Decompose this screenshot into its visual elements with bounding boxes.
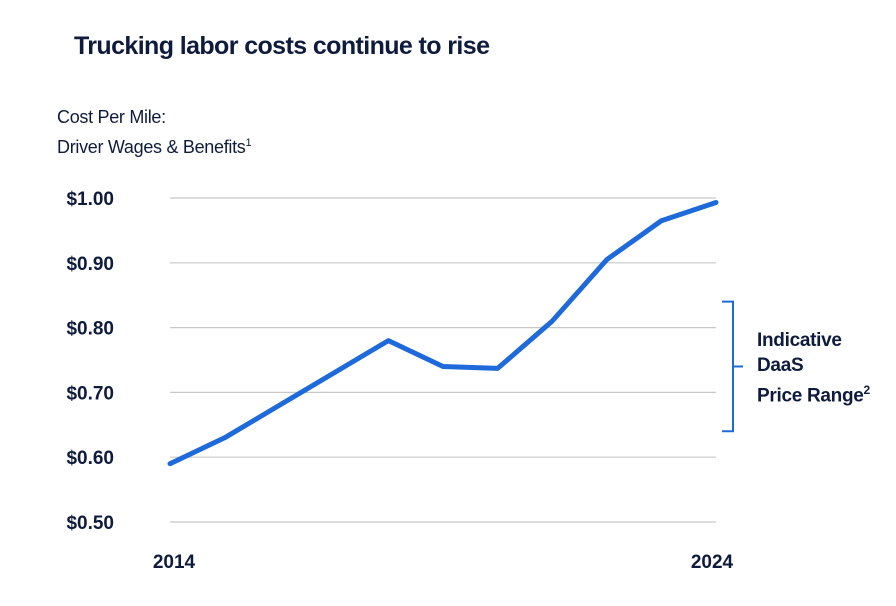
y-tick-label: $0.70 (66, 383, 114, 404)
annotation-line1: Indicative (757, 330, 842, 351)
series-group (167, 200, 719, 467)
y-axis-label-line2: Driver Wages & Benefits1 (57, 130, 252, 160)
x-tick-label: 2014 (153, 552, 196, 573)
price-range-bracket (722, 300, 743, 433)
y-tick-label: $0.80 (66, 319, 114, 340)
y-axis-label-line1: Cost Per Mile: (57, 107, 166, 127)
y-tick-label: $1.00 (66, 189, 114, 210)
annotation-line3: Price Range2 (757, 378, 870, 408)
y-axis-label: Cost Per Mile: Driver Wages & Benefits1 (57, 104, 252, 160)
x-tick-label: 2024 (691, 552, 734, 573)
x-tick-labels: 2014 2024 (153, 552, 734, 573)
price-range-annotation: Indicative DaaS Price Range2 (757, 328, 870, 408)
annotation-line2: DaaS (757, 355, 804, 376)
footnote-marker-2: 2 (863, 383, 871, 397)
gridlines (170, 197, 716, 523)
y-axis-label-text: Driver Wages & Benefits (57, 137, 246, 157)
y-tick-label: $0.60 (66, 448, 114, 469)
annotation-line3-text: Price Range (757, 385, 864, 407)
footnote-marker-1: 1 (245, 137, 252, 149)
y-tick-label: $0.50 (66, 513, 114, 534)
series-line (167, 200, 719, 467)
y-tick-label: $0.90 (66, 254, 114, 275)
range-bracket (722, 300, 734, 433)
chart-title: Trucking labor costs continue to rise (74, 32, 490, 60)
y-tick-labels: $1.00 $0.90 $0.80 $0.70 $0.60 $0.50 (66, 189, 114, 534)
